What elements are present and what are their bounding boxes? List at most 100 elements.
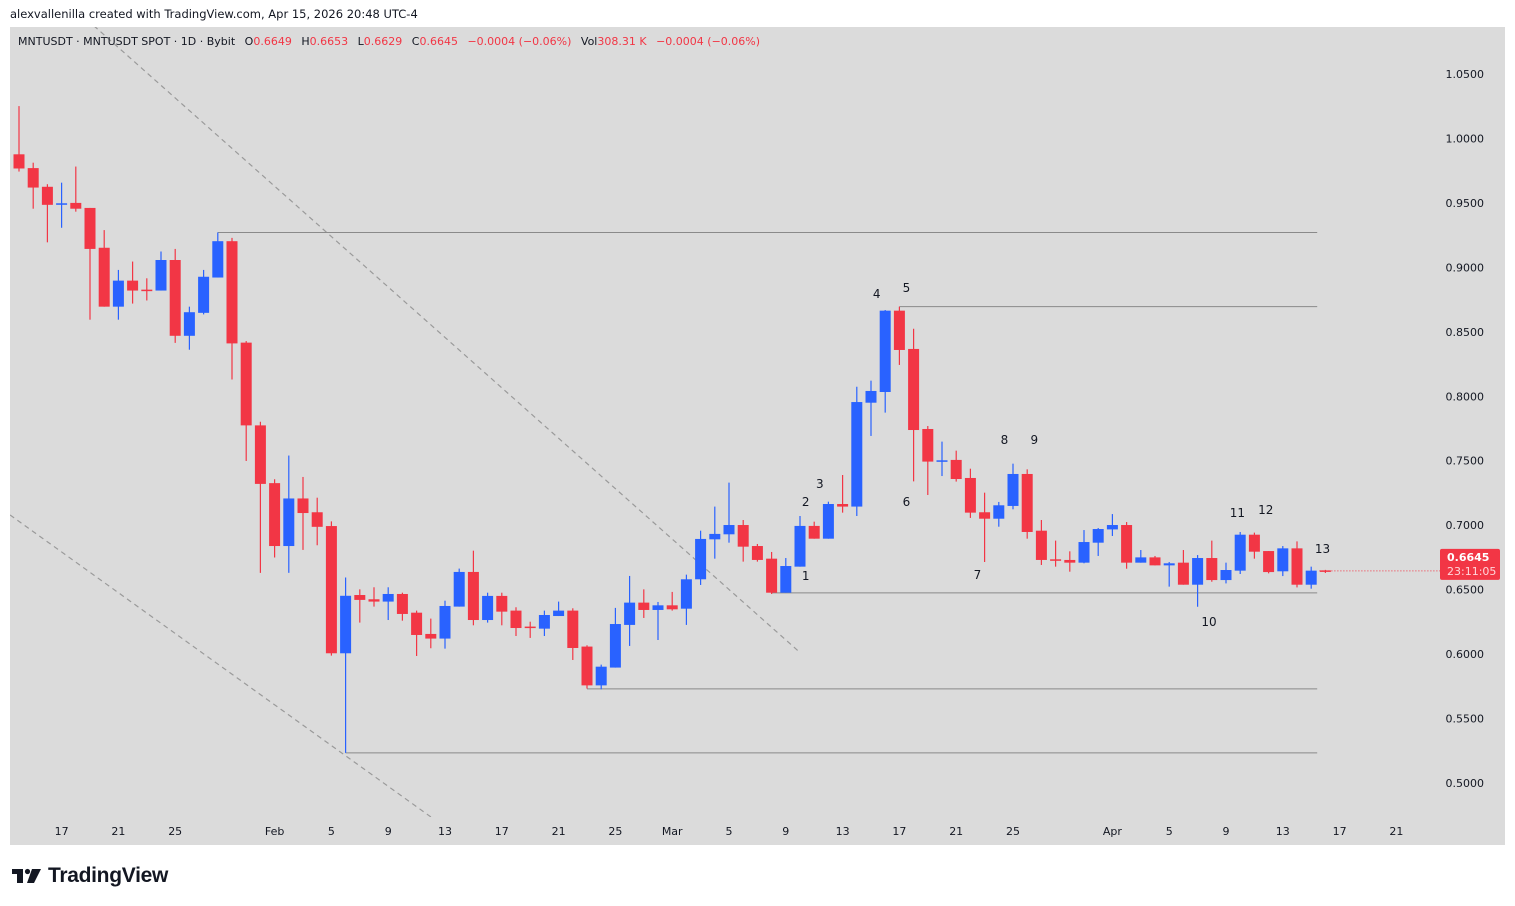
candle-down	[964, 468, 976, 518]
price-tick-label: 0.8000	[1446, 390, 1485, 403]
time-tick-label: 5	[1166, 825, 1173, 838]
candle-body	[1064, 559, 1076, 563]
candle-body	[1135, 557, 1147, 563]
volume-label: Vol	[580, 35, 598, 48]
candle-down	[666, 591, 678, 611]
candle-body	[112, 280, 124, 307]
candle-up	[183, 306, 195, 350]
bar-countdown: 23:11:05	[1447, 565, 1496, 578]
candle-up	[624, 575, 636, 646]
candle-down	[766, 551, 778, 594]
candle-up	[1007, 463, 1019, 510]
candle-down	[127, 261, 139, 304]
wave-count-label: 12	[1258, 503, 1273, 517]
high-label: H	[301, 35, 310, 48]
candle-body	[979, 512, 991, 519]
time-tick-label: 9	[782, 825, 789, 838]
candle-body	[808, 525, 820, 539]
candle-body	[269, 483, 281, 547]
time-tick-label: 17	[55, 825, 69, 838]
candle-body	[1149, 557, 1161, 566]
candle-down	[893, 306, 905, 365]
candle-up	[1305, 566, 1317, 589]
wave-count-label: 1	[802, 569, 810, 583]
candle-down	[1177, 550, 1189, 585]
candle-body	[822, 504, 834, 539]
trendline[interactable]	[10, 514, 435, 820]
candle-body	[908, 348, 920, 431]
candle-down	[1291, 541, 1303, 588]
candle-body	[1234, 534, 1246, 571]
candle-body	[1305, 570, 1317, 585]
time-tick-label: 21	[949, 825, 963, 838]
candle-down	[524, 621, 536, 638]
candle-body	[794, 525, 806, 567]
candle-down	[979, 492, 991, 563]
candle-body	[98, 247, 110, 307]
candle-up	[553, 601, 565, 617]
candle-up	[680, 574, 692, 625]
tradingview-logo[interactable]: TradingView	[12, 864, 168, 888]
price-tick-label: 0.9000	[1446, 261, 1485, 274]
candle-up	[382, 587, 394, 621]
candle-down	[1021, 469, 1033, 539]
price-tick-label: 0.7000	[1446, 519, 1485, 532]
candle-up	[822, 501, 834, 539]
candle-up	[212, 232, 224, 278]
wave-count-label: 8	[1001, 433, 1009, 447]
time-tick-label: 21	[1389, 825, 1403, 838]
candle-down	[13, 106, 25, 172]
candle-up	[851, 386, 863, 516]
candle-body	[680, 579, 692, 609]
candle-body	[169, 260, 181, 336]
candle-body	[567, 610, 579, 648]
candle-body	[1021, 473, 1033, 532]
candle-body	[893, 310, 905, 350]
candle-down	[411, 610, 423, 656]
candle-body	[453, 571, 465, 607]
candle-up	[709, 506, 721, 559]
time-tick-label: 17	[1333, 825, 1347, 838]
candle-body	[1263, 551, 1275, 573]
candle-body	[13, 154, 25, 169]
candle-body	[425, 633, 437, 639]
candle-down	[1263, 551, 1275, 574]
symbol-name[interactable]: MNTUSDT · MNTUSDT SPOT · 1D · Bybit	[18, 35, 236, 48]
candle-up	[1192, 555, 1204, 607]
candle-body	[993, 505, 1005, 519]
candle-up	[340, 577, 352, 753]
price-tick-label: 0.8500	[1446, 326, 1485, 339]
price-axis[interactable]: 0.5000 0.5500 0.6000 0.6500 0.7000 0.7500 0.80…	[1446, 68, 1485, 790]
candle-body	[212, 241, 224, 278]
candle-down	[737, 519, 749, 562]
candle-body	[183, 312, 195, 336]
time-tick-label: 5	[328, 825, 335, 838]
candle-body	[695, 538, 707, 580]
candle-body	[751, 546, 763, 560]
candle-down	[567, 608, 579, 660]
candle-body	[553, 610, 565, 617]
time-tick-label: 25	[168, 825, 182, 838]
candle-body	[1220, 570, 1232, 581]
wave-count-label: 7	[974, 568, 982, 582]
candle-up	[780, 558, 792, 593]
candle-body	[1035, 530, 1047, 560]
candle-down	[84, 207, 96, 320]
candle-body	[936, 460, 948, 462]
time-tick-label: Feb	[265, 825, 284, 838]
candle-body	[1106, 525, 1118, 530]
candle-body	[396, 593, 408, 614]
candle-body	[595, 666, 607, 686]
time-tick-label: Apr	[1103, 825, 1123, 838]
candle-body	[624, 602, 636, 625]
candle-body	[1121, 525, 1133, 563]
candle-body	[70, 202, 82, 209]
price-tick-label: 0.6500	[1446, 584, 1485, 597]
candles-layer	[13, 106, 1331, 753]
trendline[interactable]	[60, 0, 801, 653]
candle-body	[27, 168, 39, 188]
candle-up	[1106, 514, 1118, 536]
time-axis[interactable]: 17 21 25 Feb 5 9 13 17 21 25 Mar 5 9 13 17 21 25 Apr 5 9 13 1…	[55, 825, 1404, 838]
candle-body	[482, 595, 494, 621]
